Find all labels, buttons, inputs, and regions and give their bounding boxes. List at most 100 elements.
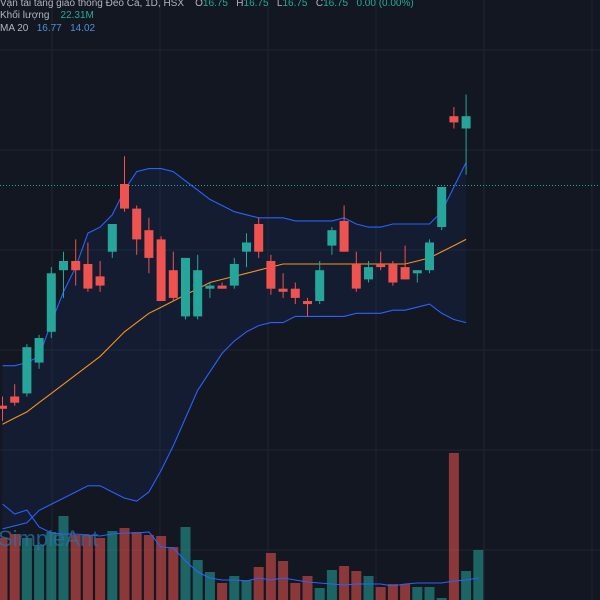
candle bbox=[10, 384, 20, 406]
candle bbox=[229, 257, 239, 289]
symbol-title: Vận tải tầng giao thông Đèo Cả, 1D, HSX bbox=[0, 0, 185, 9]
candle-body bbox=[388, 264, 398, 283]
candle-body bbox=[242, 242, 251, 252]
candle bbox=[327, 227, 337, 255]
candle-body bbox=[34, 338, 44, 363]
candle bbox=[425, 239, 434, 274]
volume-bar bbox=[107, 531, 118, 600]
candle bbox=[95, 261, 105, 292]
volume-bar bbox=[229, 576, 240, 600]
candle bbox=[412, 270, 422, 283]
candle-body bbox=[193, 270, 203, 317]
candle bbox=[315, 261, 325, 305]
candle bbox=[59, 251, 68, 298]
volume-bar bbox=[436, 598, 447, 600]
volume-bar bbox=[473, 550, 484, 600]
candle bbox=[168, 251, 178, 301]
candle bbox=[242, 233, 251, 268]
volume-bar bbox=[375, 587, 386, 600]
bollinger-lower-line bbox=[2, 303, 467, 530]
volume-bars bbox=[0, 453, 484, 600]
candle bbox=[181, 257, 190, 320]
candle-body bbox=[144, 230, 154, 258]
volume-bar bbox=[253, 567, 264, 600]
watermark-logo: SimpleAnt bbox=[0, 526, 99, 551]
candle bbox=[156, 236, 166, 301]
low-value: 16.75 bbox=[282, 0, 308, 9]
volume-bar bbox=[70, 535, 81, 600]
candle bbox=[144, 217, 154, 274]
candle-body bbox=[278, 288, 288, 292]
candle bbox=[71, 239, 81, 286]
bollinger-upper-line bbox=[2, 162, 467, 367]
candle-body bbox=[132, 208, 142, 240]
volume-bar bbox=[302, 576, 313, 600]
volume-bar bbox=[156, 536, 167, 600]
volume-bar bbox=[265, 553, 276, 600]
volume-bar bbox=[387, 584, 398, 600]
volume-bar bbox=[95, 538, 106, 600]
candle-body bbox=[59, 261, 68, 271]
volume-bar bbox=[448, 453, 459, 600]
volume-bar bbox=[58, 516, 69, 600]
candle-body bbox=[376, 264, 386, 268]
candle bbox=[303, 297, 312, 317]
volume-bar bbox=[241, 580, 252, 600]
candle-body bbox=[229, 264, 239, 286]
open-label: O bbox=[195, 0, 203, 9]
candle bbox=[449, 107, 459, 129]
candle-body bbox=[266, 261, 276, 289]
candle-body bbox=[168, 270, 178, 298]
candle bbox=[120, 156, 129, 212]
candle-body bbox=[120, 184, 129, 209]
volume-bar bbox=[326, 570, 337, 600]
candle-body bbox=[437, 187, 447, 227]
candle bbox=[0, 396, 7, 422]
volume-bar bbox=[204, 572, 215, 600]
candle bbox=[266, 254, 276, 295]
close-label: C bbox=[315, 0, 324, 9]
candle bbox=[132, 205, 142, 255]
legend-title-row: Vận tải tầng giao thông Đèo Cả, 1D, HSX … bbox=[0, 0, 414, 9]
high-label: H bbox=[236, 0, 244, 9]
candle-body bbox=[205, 285, 215, 289]
candle-body bbox=[156, 239, 166, 301]
volume-bar bbox=[119, 528, 130, 600]
bollinger-band-fill bbox=[2, 162, 467, 529]
volume-bar bbox=[400, 584, 411, 600]
candle bbox=[376, 251, 386, 271]
candle-body bbox=[22, 347, 32, 394]
volume-bar bbox=[314, 588, 325, 600]
candle-body bbox=[327, 230, 337, 246]
candle-body bbox=[217, 285, 227, 289]
candle bbox=[461, 94, 471, 175]
ma-label: MA 20 bbox=[0, 23, 29, 34]
ma-value-2: 14.02 bbox=[70, 23, 96, 34]
candle bbox=[46, 267, 56, 338]
legend-volume-row: Khối lượng 22.31M bbox=[0, 10, 94, 21]
candle-body bbox=[461, 116, 471, 129]
volume-bar bbox=[0, 538, 8, 600]
low-label: L bbox=[276, 0, 283, 9]
candle-body bbox=[351, 264, 361, 289]
candle bbox=[107, 224, 117, 258]
volume-bar bbox=[82, 535, 93, 600]
candle bbox=[278, 273, 288, 298]
open-value: 16.75 bbox=[202, 0, 228, 9]
candle-body bbox=[400, 267, 410, 280]
volume-bar bbox=[9, 534, 20, 600]
volume-bar bbox=[168, 547, 179, 600]
candle bbox=[193, 254, 203, 320]
change-value: 0.00 (0.00%) bbox=[356, 0, 414, 9]
candle bbox=[34, 334, 44, 369]
candle-body bbox=[339, 220, 349, 252]
volume-bar bbox=[290, 583, 301, 600]
volume-bar bbox=[461, 571, 472, 600]
candles bbox=[0, 94, 471, 422]
candle-body bbox=[364, 267, 373, 280]
candle-body bbox=[10, 396, 20, 403]
candle-body bbox=[425, 242, 434, 271]
volume-value: 22.31M bbox=[60, 10, 94, 21]
volume-bar bbox=[34, 545, 45, 600]
